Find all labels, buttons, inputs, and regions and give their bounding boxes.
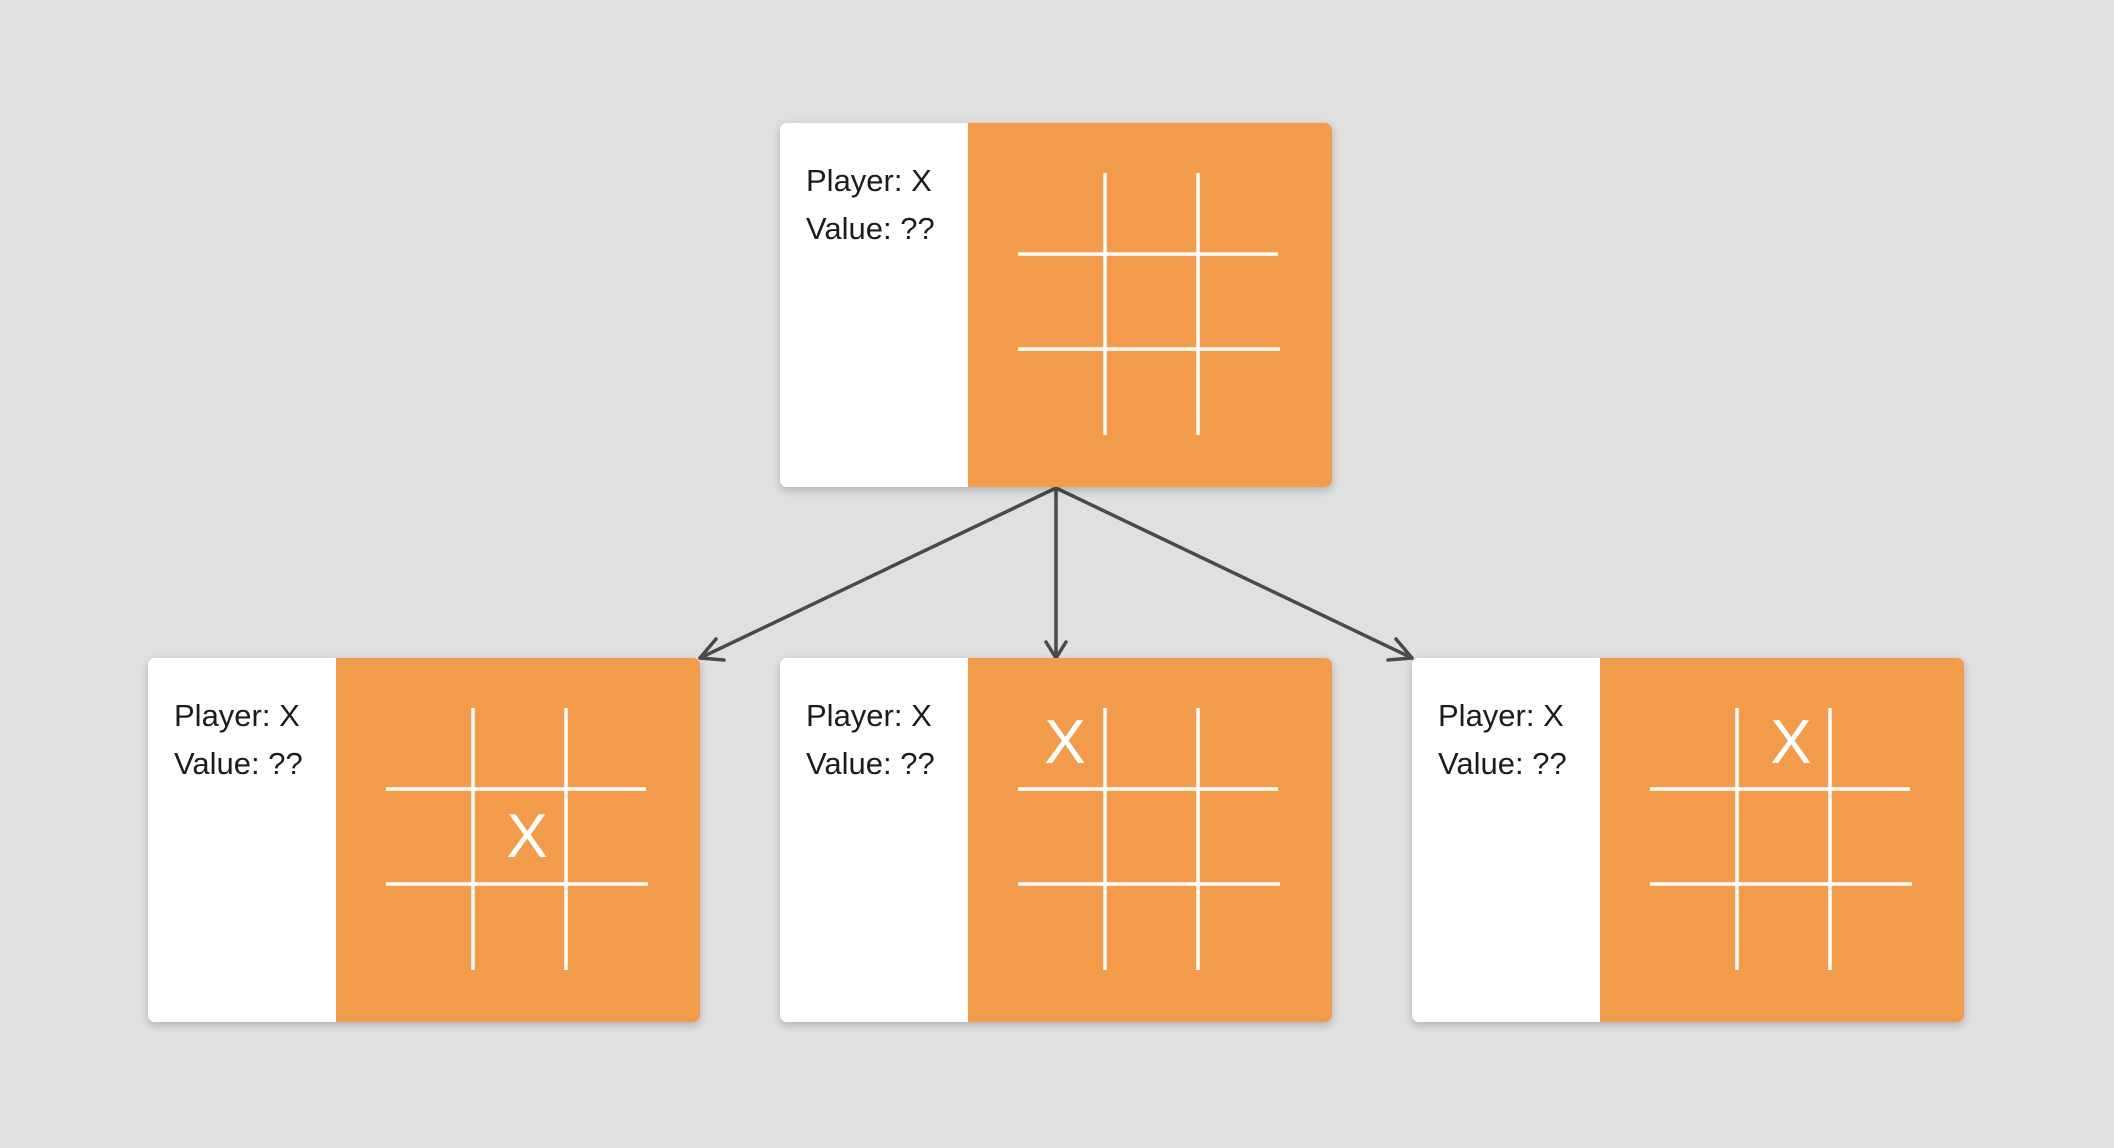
- board-grid: [1650, 708, 1912, 970]
- board-cell: [1018, 790, 1112, 884]
- board-cell: [1206, 790, 1300, 884]
- board-cell: [1018, 349, 1112, 443]
- value-label: Value: ??: [806, 746, 935, 781]
- tic-tac-toe-board: X: [968, 658, 1332, 1022]
- value-label: Value: ??: [806, 211, 935, 246]
- board-cell: [1018, 884, 1112, 978]
- tic-tac-toe-board: X: [1600, 658, 1964, 1022]
- board-cell: [1650, 790, 1744, 884]
- value-label: Value: ??: [1438, 746, 1567, 781]
- board-cell: [1112, 696, 1206, 790]
- tic-tac-toe-board: [968, 123, 1332, 487]
- edge-root-to-child-2: [1044, 486, 1068, 660]
- player-label: Player: X: [174, 698, 300, 733]
- board-cell: X: [1044, 708, 1086, 777]
- board-cell: [1206, 161, 1300, 255]
- board-grid: [1018, 708, 1280, 970]
- board-cell: X: [506, 802, 548, 871]
- node-info-panel: Player: X Value: ??: [780, 658, 968, 1022]
- board-cell: [1650, 884, 1744, 978]
- board-grid: [386, 708, 648, 970]
- board-cell: [386, 884, 480, 978]
- node-info-panel: Player: X Value: ??: [148, 658, 336, 1022]
- board-cell: [1744, 790, 1838, 884]
- child-node-3: Player: X Value: ?? X: [1412, 658, 1964, 1022]
- board-cell: [1838, 884, 1932, 978]
- node-info-panel: Player: X Value: ??: [1412, 658, 1600, 1022]
- board-cell: [386, 790, 480, 884]
- board-cell: [386, 696, 480, 790]
- board-cell: [1650, 696, 1744, 790]
- board-cell: [1838, 696, 1932, 790]
- edge-root-to-child-1: [698, 486, 1058, 662]
- board-cell: [480, 696, 574, 790]
- board-cell: [1018, 161, 1112, 255]
- player-label: Player: X: [806, 698, 932, 733]
- board-cell: [1206, 884, 1300, 978]
- board-cell: [574, 696, 668, 790]
- board-cell: [1206, 696, 1300, 790]
- root-node: Player: X Value: ??: [780, 123, 1332, 487]
- child-node-1: Player: X Value: ?? X: [148, 658, 700, 1022]
- board-cell: [1206, 255, 1300, 349]
- value-label: Value: ??: [174, 746, 303, 781]
- board-cell: X: [1770, 708, 1812, 777]
- edge-root-to-child-3: [1054, 486, 1414, 662]
- tic-tac-toe-board: X: [336, 658, 700, 1022]
- child-node-2: Player: X Value: ?? X: [780, 658, 1332, 1022]
- board-cell: [1744, 884, 1838, 978]
- board-cell: [1112, 790, 1206, 884]
- board-cell: [1838, 790, 1932, 884]
- player-label: Player: X: [806, 163, 932, 198]
- board-grid: [1018, 173, 1280, 435]
- board-cell: [1112, 349, 1206, 443]
- player-label: Player: X: [1438, 698, 1564, 733]
- board-cell: [1112, 884, 1206, 978]
- board-cell: [1206, 349, 1300, 443]
- board-cell: [1112, 255, 1206, 349]
- board-cell: [574, 884, 668, 978]
- board-cell: [1018, 255, 1112, 349]
- board-cell: [480, 884, 574, 978]
- board-cell: [574, 790, 668, 884]
- node-info-panel: Player: X Value: ??: [780, 123, 968, 487]
- board-cell: [1112, 161, 1206, 255]
